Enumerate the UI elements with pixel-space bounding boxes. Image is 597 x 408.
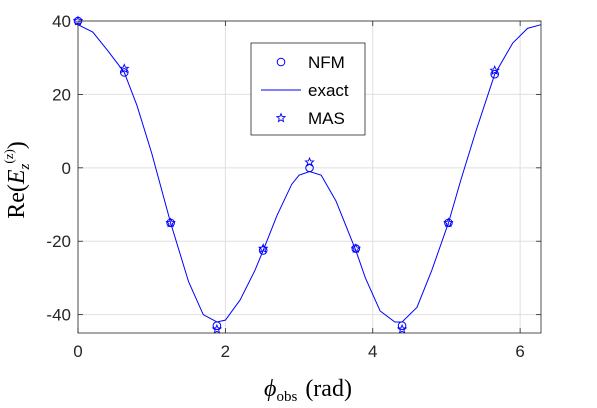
plot-area	[72, 15, 542, 334]
legend-item-mas: MAS	[275, 109, 345, 128]
tick-labels: 0 2 4 6 40 20 0 -20 -40	[46, 12, 524, 361]
mas-point-3	[211, 323, 223, 334]
y-tick-label-1: 20	[52, 85, 71, 104]
legend-label-exact: exact	[308, 81, 349, 100]
mas-point-2	[165, 217, 176, 228]
axes-box	[77, 20, 542, 334]
y-tick-label-0: 40	[52, 12, 71, 31]
y-tick-label-2: 0	[62, 159, 71, 178]
legend-item-exact: exact	[261, 81, 349, 100]
x-tick-label-3: 6	[515, 342, 524, 361]
legend-item-nfm: NFM	[276, 53, 345, 72]
series-exact	[77, 24, 542, 323]
nfm-point-9	[490, 69, 500, 79]
exact-line	[77, 24, 542, 323]
x-tick-label-1: 2	[221, 342, 230, 361]
legend-box	[250, 42, 366, 136]
legend: NFM exact MAS	[250, 42, 366, 136]
y-tick-label-3: -20	[46, 232, 71, 251]
legend-label-nfm: NFM	[308, 53, 345, 72]
x-tick-label-0: 0	[73, 342, 82, 361]
mas-point-5	[304, 156, 315, 167]
y-tick-label-4: -40	[46, 306, 71, 325]
legend-label-mas: MAS	[308, 109, 345, 128]
mas-point-9	[489, 65, 500, 76]
mas-point-8	[443, 217, 454, 228]
mas-point-4	[257, 243, 269, 254]
series-mas	[72, 15, 500, 334]
nfm-point-1	[119, 68, 129, 77]
legend-star-icon	[275, 112, 287, 123]
axes	[77, 20, 542, 334]
nfm-point-4	[258, 246, 268, 255]
x-tick-label-2: 4	[368, 342, 377, 361]
mas-point-7	[396, 323, 408, 334]
mas-point-1	[119, 63, 130, 74]
y-axis-label: Re(Ez(z))	[1, 141, 33, 219]
x-axis-label: ϕobs (rad)	[264, 376, 352, 405]
legend-circle-icon	[276, 57, 286, 67]
mas-point-6	[350, 243, 362, 254]
